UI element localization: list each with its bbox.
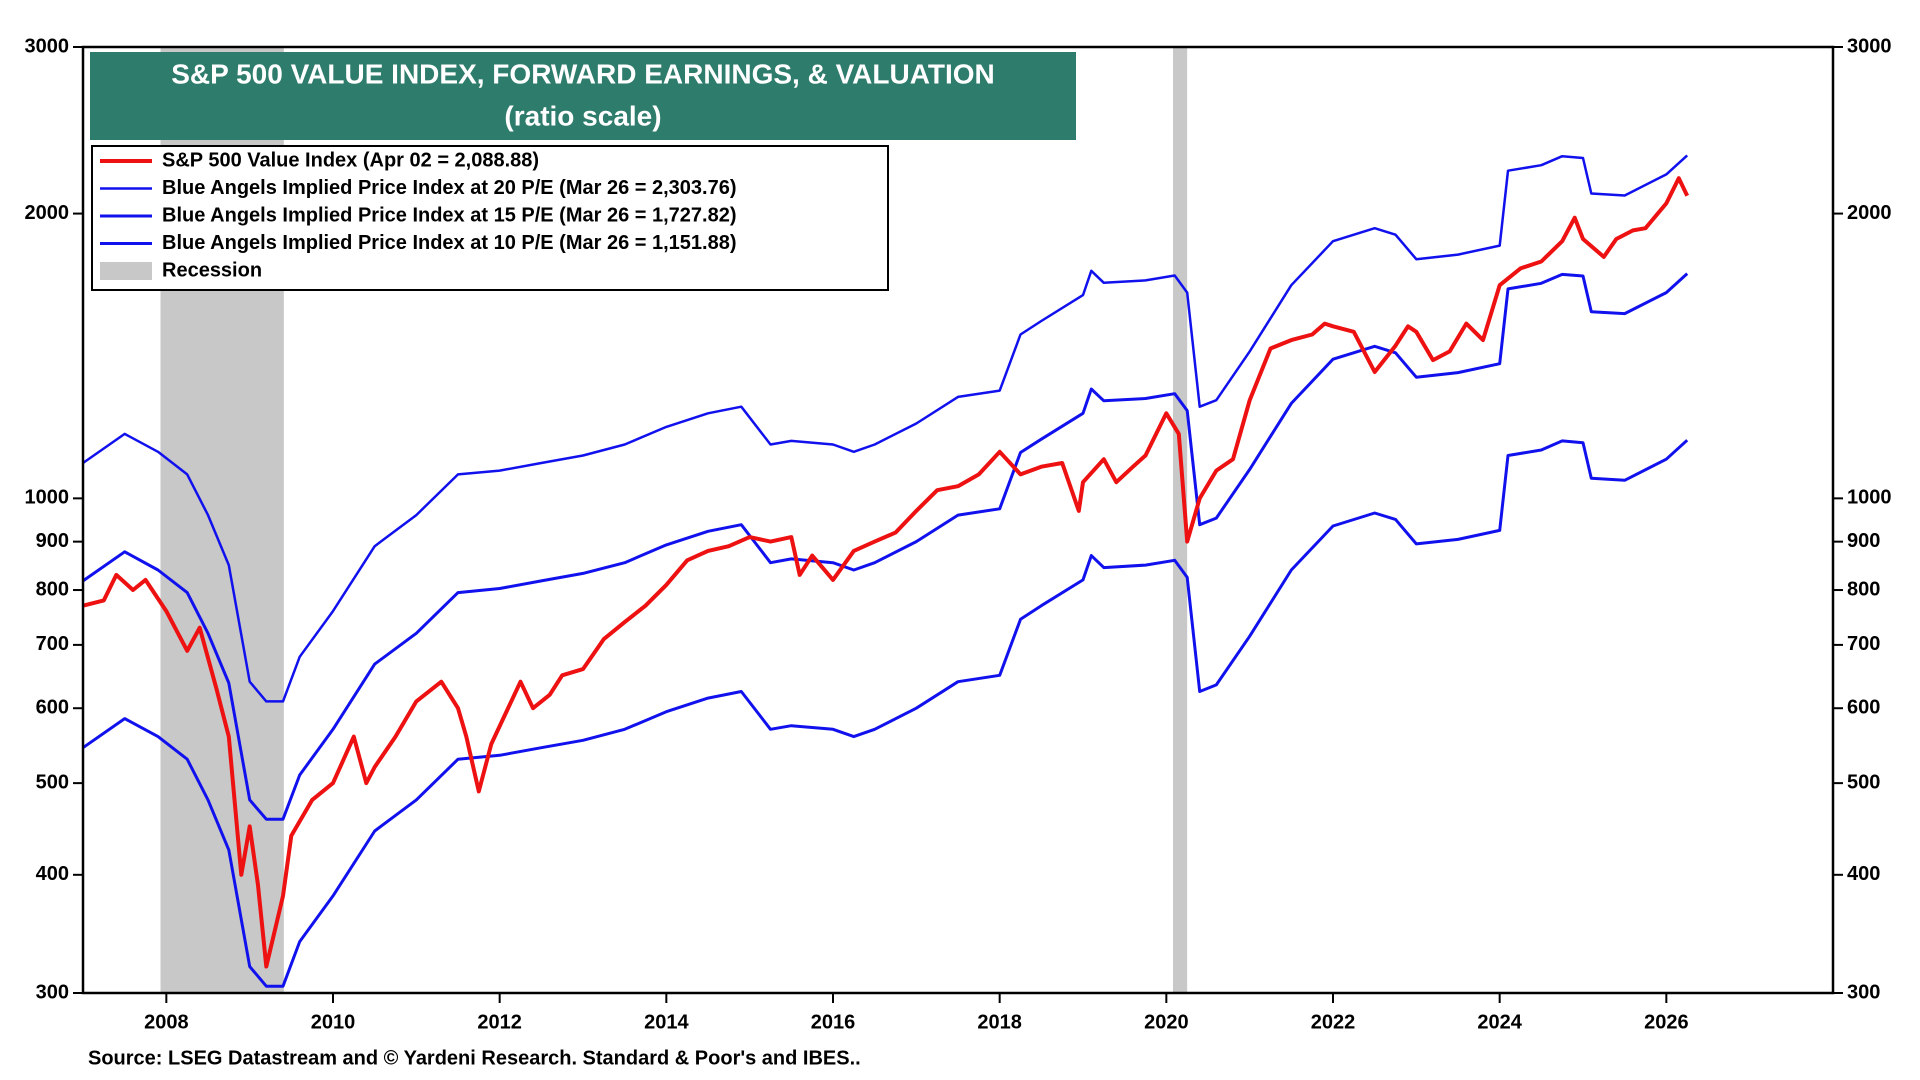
chart-subtitle: (ratio scale) (504, 100, 661, 131)
legend-label: Blue Angels Implied Price Index at 15 P/… (162, 204, 737, 226)
series-line (82, 439, 1689, 988)
x-tick-label: 2010 (311, 1011, 356, 1033)
x-tick-label: 2016 (811, 1011, 856, 1033)
y-tick-label: 500 (36, 771, 69, 793)
x-tick-label: 2026 (1644, 1011, 1689, 1033)
x-tick-label: 2018 (977, 1011, 1022, 1033)
series-line (82, 272, 1689, 821)
y-tick-label: 1000 (25, 487, 70, 509)
y-tick-label: 800 (36, 578, 69, 600)
y-tick-label: 300 (36, 981, 69, 1003)
y2-tick-label: 800 (1847, 578, 1880, 600)
legend-swatch (100, 262, 152, 280)
legend-label: Recession (162, 259, 262, 281)
source-note: Source: LSEG Datastream and © Yardeni Re… (88, 1047, 861, 1069)
y-tick-label: 3000 (25, 35, 70, 57)
legend-label: Blue Angels Implied Price Index at 20 P/… (162, 177, 737, 199)
y2-tick-label: 2000 (1847, 202, 1892, 224)
recession-band (1173, 47, 1188, 993)
legend-label: S&P 500 Value Index (Apr 02 = 2,088.88) (162, 149, 539, 171)
x-tick-label: 2024 (1477, 1011, 1522, 1033)
y2-tick-label: 1000 (1847, 487, 1892, 509)
y2-tick-label: 400 (1847, 863, 1880, 885)
x-tick-label: 2008 (144, 1011, 189, 1033)
y2-tick-label: 3000 (1847, 35, 1892, 57)
y-tick-label: 900 (36, 530, 69, 552)
title-box (90, 52, 1076, 140)
y2-tick-label: 700 (1847, 633, 1880, 655)
y-tick-label: 600 (36, 697, 69, 719)
y-tick-label: 700 (36, 633, 69, 655)
legend-box (91, 145, 889, 291)
series-line (82, 176, 1690, 969)
x-tick-label: 2012 (477, 1011, 522, 1033)
y2-tick-label: 500 (1847, 771, 1880, 793)
y-tick-label: 2000 (25, 202, 70, 224)
plot-frame (81, 45, 1835, 995)
x-tick-label: 2022 (1311, 1011, 1356, 1033)
chart-title: S&P 500 VALUE INDEX, FORWARD EARNINGS, &… (171, 58, 995, 89)
legend-label: Blue Angels Implied Price Index at 10 P/… (162, 232, 737, 254)
y2-tick-label: 300 (1847, 981, 1880, 1003)
y-tick-label: 400 (36, 863, 69, 885)
x-tick-label: 2020 (1144, 1011, 1189, 1033)
series-line (82, 154, 1689, 703)
x-tick-label: 2014 (644, 1011, 689, 1033)
y2-tick-label: 900 (1847, 530, 1880, 552)
y2-tick-label: 600 (1847, 697, 1880, 719)
